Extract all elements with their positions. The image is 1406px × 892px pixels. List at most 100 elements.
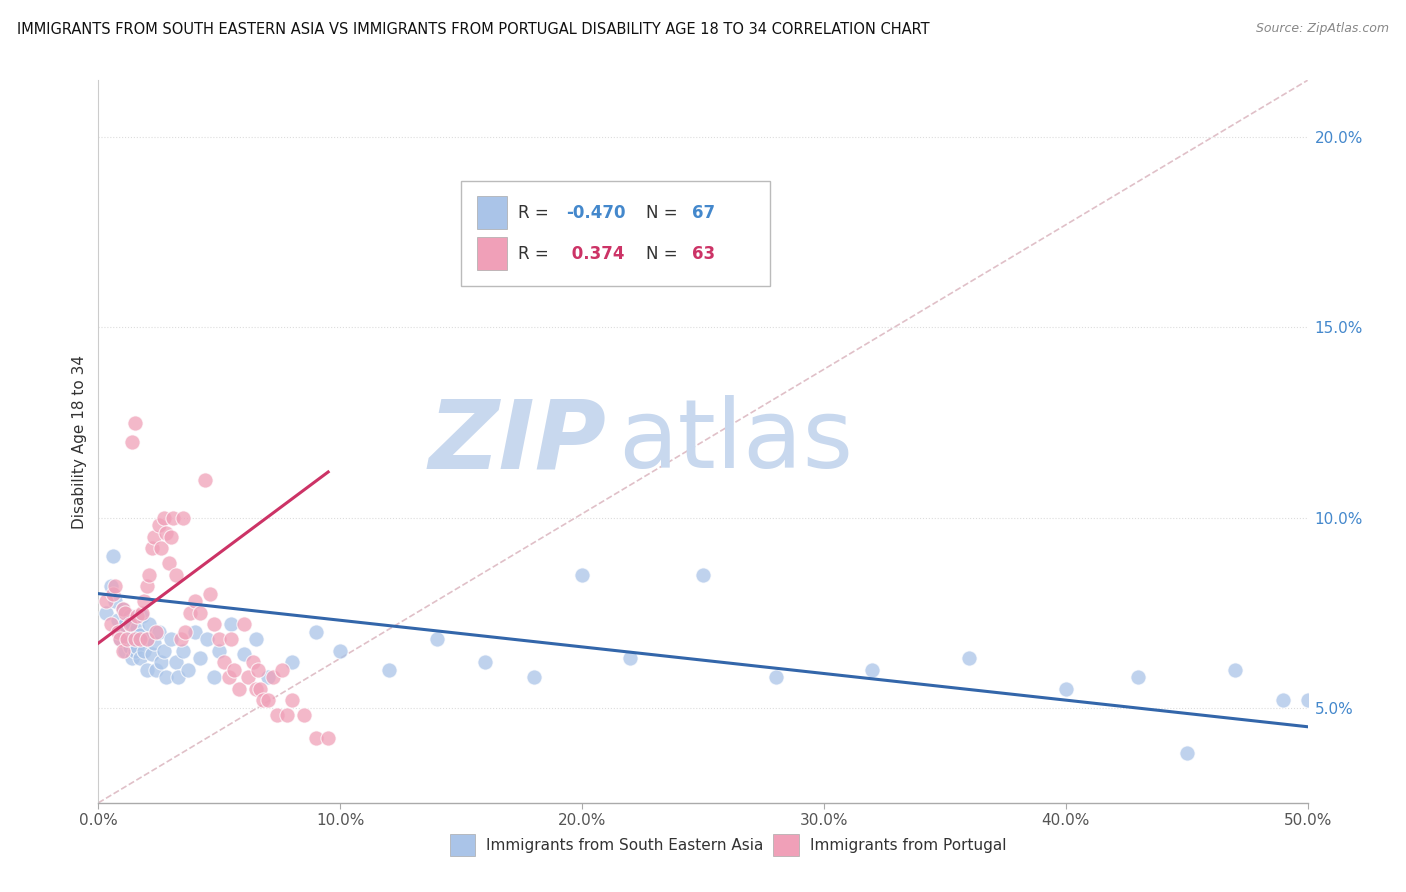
Point: [143, 636, 166, 650]
Point: [195, 632, 218, 647]
Point: [228, 681, 250, 696]
Point: [1272, 693, 1295, 707]
Point: [145, 663, 167, 677]
Point: [165, 655, 187, 669]
Point: [94, 594, 117, 608]
Point: [179, 606, 201, 620]
Text: R =: R =: [517, 244, 554, 262]
Point: [198, 587, 221, 601]
Point: [155, 525, 177, 540]
Point: [221, 617, 243, 632]
Point: [1175, 747, 1198, 761]
Point: [135, 632, 157, 647]
Point: [194, 473, 217, 487]
Point: [292, 708, 315, 723]
Point: [245, 681, 267, 696]
Point: [111, 602, 134, 616]
Point: [160, 530, 183, 544]
Point: [111, 624, 134, 639]
Point: [111, 643, 134, 657]
Point: [204, 670, 226, 684]
Point: [184, 624, 207, 639]
Point: [127, 609, 149, 624]
Point: [108, 632, 131, 647]
Point: [172, 643, 194, 657]
Point: [134, 643, 156, 657]
Point: [232, 648, 254, 662]
Point: [281, 693, 304, 707]
Point: [184, 594, 207, 608]
Point: [100, 579, 122, 593]
Point: [145, 624, 167, 639]
Point: [174, 624, 197, 639]
Point: [245, 632, 267, 647]
Point: [238, 670, 260, 684]
Point: [138, 617, 160, 632]
Point: [160, 632, 183, 647]
Point: [232, 617, 254, 632]
Point: [118, 617, 141, 632]
Text: Source: ZipAtlas.com: Source: ZipAtlas.com: [1256, 22, 1389, 36]
Point: [128, 651, 150, 665]
Point: [276, 708, 298, 723]
Point: [247, 663, 270, 677]
Point: [138, 567, 160, 582]
Point: [124, 416, 146, 430]
Point: [148, 624, 170, 639]
Point: [101, 549, 124, 563]
Point: [619, 651, 641, 665]
Point: [135, 579, 157, 593]
Point: [127, 621, 149, 635]
Point: [128, 632, 150, 647]
Point: [218, 670, 240, 684]
Point: [124, 624, 146, 639]
Point: [121, 617, 143, 632]
Point: [316, 731, 339, 746]
Point: [249, 681, 271, 696]
Point: [765, 670, 787, 684]
Point: [271, 663, 294, 677]
Point: [124, 632, 146, 647]
Point: [152, 643, 174, 657]
Point: [121, 434, 143, 449]
Point: [426, 632, 449, 647]
Point: [208, 632, 231, 647]
Point: [124, 643, 146, 657]
Point: [135, 663, 157, 677]
Point: [121, 651, 143, 665]
Point: [377, 663, 399, 677]
Point: [150, 655, 173, 669]
Point: [208, 643, 231, 657]
Point: [94, 606, 117, 620]
Point: [221, 632, 243, 647]
Point: [155, 670, 177, 684]
Point: [177, 663, 200, 677]
Point: [242, 655, 264, 669]
Point: [141, 648, 163, 662]
Point: [118, 640, 141, 654]
Point: [131, 606, 153, 620]
Point: [114, 643, 136, 657]
Point: [305, 624, 328, 639]
Point: [128, 628, 150, 642]
FancyBboxPatch shape: [477, 196, 508, 228]
Point: [101, 587, 124, 601]
Point: [131, 609, 153, 624]
Point: [108, 632, 131, 647]
Point: [135, 632, 157, 647]
Point: [256, 670, 278, 684]
Text: Immigrants from Portugal: Immigrants from Portugal: [810, 838, 1007, 853]
Text: IMMIGRANTS FROM SOUTH EASTERN ASIA VS IMMIGRANTS FROM PORTUGAL DISABILITY AGE 18: IMMIGRANTS FROM SOUTH EASTERN ASIA VS IM…: [17, 22, 929, 37]
Point: [1296, 693, 1319, 707]
Point: [117, 621, 139, 635]
Point: [957, 651, 980, 665]
Point: [104, 579, 127, 593]
Point: [157, 556, 180, 570]
FancyBboxPatch shape: [477, 237, 508, 270]
Text: Immigrants from South Eastern Asia: Immigrants from South Eastern Asia: [486, 838, 763, 853]
Text: N =: N =: [647, 244, 683, 262]
Point: [571, 567, 593, 582]
Point: [256, 693, 278, 707]
Text: 63: 63: [692, 244, 716, 262]
Text: -0.470: -0.470: [567, 203, 626, 221]
